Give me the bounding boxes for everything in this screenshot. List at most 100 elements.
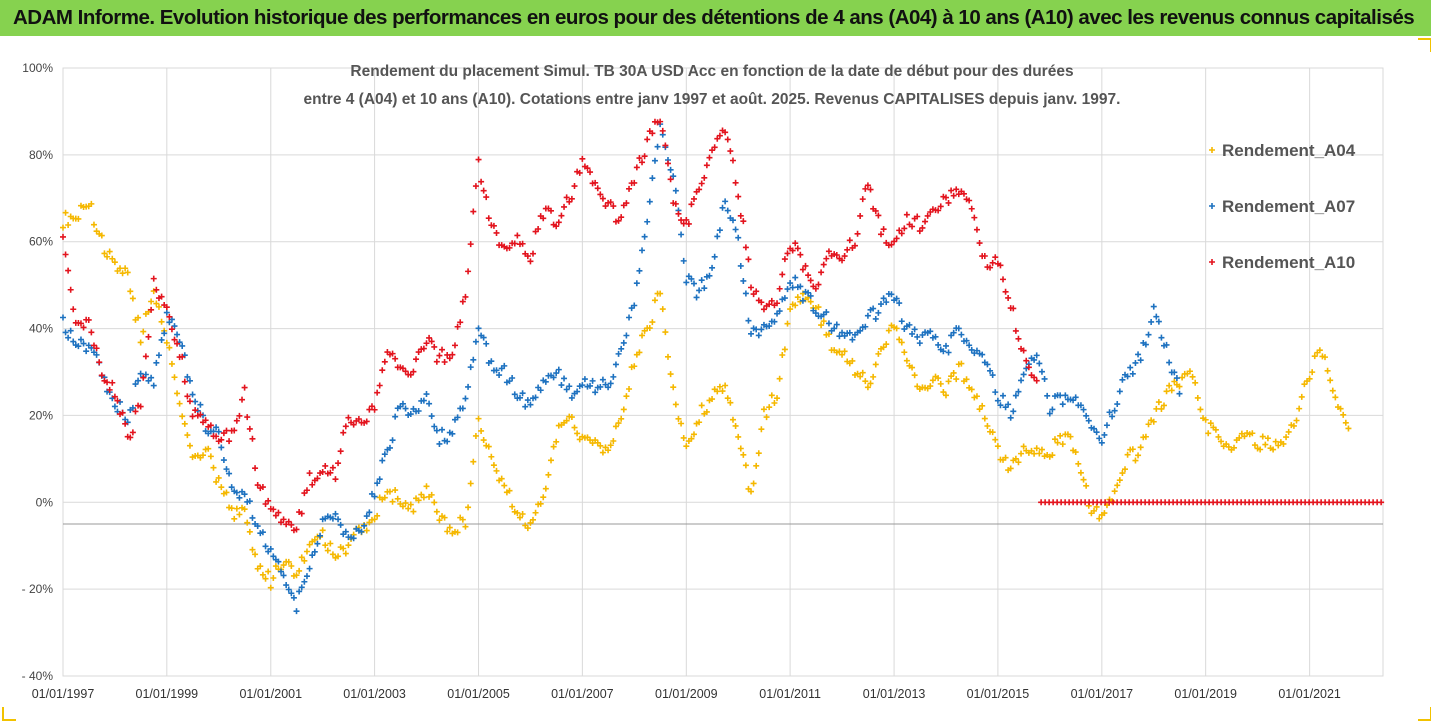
data-point: [524, 525, 531, 532]
data-point: [1124, 373, 1131, 380]
data-point: [278, 568, 285, 575]
data-point: [293, 572, 300, 579]
data-point: [366, 509, 373, 516]
data-point: [703, 162, 710, 169]
corner-mark-bottom-right: [1418, 707, 1431, 721]
data-point: [98, 232, 105, 239]
data-point: [696, 287, 703, 294]
data-point: [716, 132, 723, 139]
data-point: [1109, 413, 1116, 420]
data-point: [1085, 417, 1092, 424]
data-point: [1007, 414, 1014, 421]
data-point: [166, 344, 173, 351]
data-point: [561, 203, 568, 210]
data-point: [875, 309, 882, 316]
data-point: [768, 392, 775, 399]
data-point: [233, 505, 240, 512]
chart-title-line-2: entre 4 (A04) et 10 ans (A10). Cotations…: [304, 91, 1121, 108]
data-point: [719, 388, 726, 395]
data-point: [490, 462, 497, 469]
data-point: [439, 426, 446, 433]
data-point: [270, 506, 277, 513]
data-point: [124, 269, 131, 276]
data-point: [345, 542, 352, 549]
data-point: [958, 360, 965, 367]
data-point: [1101, 510, 1108, 517]
data-point: [462, 293, 469, 300]
data-point: [514, 232, 521, 239]
data-point: [374, 480, 381, 487]
chart-title-line-1: Rendement du placement Simul. TB 30A USD…: [350, 63, 1073, 80]
data-point: [644, 218, 651, 225]
data-point: [441, 359, 448, 366]
data-point: [584, 165, 591, 172]
data-point: [732, 226, 739, 233]
data-point: [462, 523, 469, 530]
data-point: [75, 343, 82, 350]
data-point: [618, 345, 625, 352]
data-point: [937, 203, 944, 210]
data-point: [83, 348, 90, 355]
data-point: [472, 183, 479, 190]
data-point: [249, 435, 256, 442]
series-zero-band: [1038, 499, 1385, 506]
data-point: [218, 436, 225, 443]
data-point: [345, 414, 352, 421]
data-point: [612, 423, 619, 430]
data-point: [428, 491, 435, 498]
data-point: [480, 187, 487, 194]
data-point: [410, 508, 417, 515]
data-point: [615, 350, 622, 357]
data-point: [137, 403, 144, 410]
data-point: [901, 225, 908, 232]
data-point: [1031, 450, 1038, 457]
data-point: [337, 521, 344, 528]
data-point: [1080, 406, 1087, 413]
data-point: [742, 462, 749, 469]
data-point: [420, 345, 427, 352]
data-point: [1111, 488, 1118, 495]
data-point: [535, 225, 542, 232]
data-point: [992, 436, 999, 443]
data-point: [444, 528, 451, 535]
data-point: [1000, 276, 1007, 283]
data-point: [454, 529, 461, 536]
data-point: [537, 387, 544, 394]
data-point: [332, 476, 339, 483]
x-tick-label: 01/01/2017: [1071, 687, 1134, 701]
data-point: [1101, 431, 1108, 438]
y-tick-label: 100%: [22, 61, 53, 75]
data-point: [766, 301, 773, 308]
data-point: [290, 594, 297, 601]
data-point: [1051, 436, 1058, 443]
data-point: [649, 175, 656, 182]
data-point: [1166, 359, 1173, 366]
data-point: [488, 358, 495, 365]
data-point: [200, 452, 207, 459]
data-point: [641, 233, 648, 240]
data-point: [1329, 387, 1336, 394]
data-point: [755, 332, 762, 339]
data-point: [740, 277, 747, 284]
data-point: [1337, 405, 1344, 412]
data-point: [1072, 449, 1079, 456]
data-point: [119, 409, 126, 416]
data-point: [1111, 407, 1118, 414]
data-point: [994, 443, 1001, 450]
data-point: [683, 443, 690, 450]
data-point: [737, 445, 744, 452]
data-point: [724, 136, 731, 143]
data-point: [135, 314, 142, 321]
data-point: [1251, 442, 1258, 449]
data-point: [361, 522, 368, 529]
data-point: [376, 476, 383, 483]
data-point: [1155, 399, 1162, 406]
data-point: [893, 295, 900, 302]
data-point: [410, 368, 417, 375]
data-point: [1236, 434, 1243, 441]
data-point: [833, 251, 840, 258]
data-point: [896, 300, 903, 307]
data-point: [1007, 465, 1014, 472]
data-point: [265, 568, 272, 575]
data-point: [394, 495, 401, 502]
